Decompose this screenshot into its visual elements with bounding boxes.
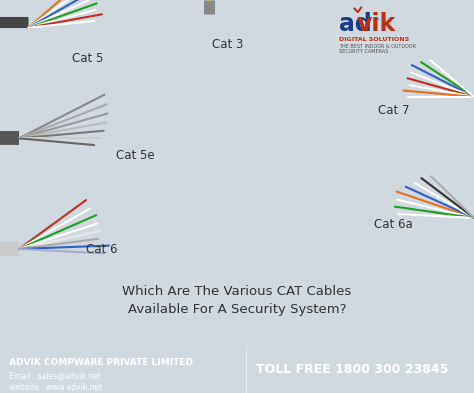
Text: ADVIK COMPWARE PRIVATE LIMITED: ADVIK COMPWARE PRIVATE LIMITED [9, 358, 193, 367]
Text: Cat 5e: Cat 5e [116, 149, 155, 162]
Text: Which Are The Various CAT Cables
Available For A Security System?: Which Are The Various CAT Cables Availab… [122, 285, 352, 316]
Text: website : www.advik.net: website : www.advik.net [9, 383, 103, 392]
Text: TOLL FREE 1800 300 23845: TOLL FREE 1800 300 23845 [256, 363, 448, 376]
Text: Email : sales@advik.net: Email : sales@advik.net [9, 371, 101, 380]
Text: Cat 7: Cat 7 [378, 104, 409, 117]
Text: Cat 3: Cat 3 [212, 39, 243, 51]
Text: SECURITY CAMERAS: SECURITY CAMERAS [339, 50, 388, 54]
Text: Cat 5: Cat 5 [72, 52, 103, 65]
Text: ™: ™ [372, 17, 381, 26]
Text: ad: ad [339, 12, 372, 36]
Text: vik: vik [356, 12, 396, 36]
Text: Cat 6a: Cat 6a [374, 218, 413, 231]
Text: THE BEST INDOOR & OUTDOOR: THE BEST INDOOR & OUTDOOR [339, 44, 416, 49]
Text: DIGITAL SOLUTIONS: DIGITAL SOLUTIONS [339, 37, 409, 42]
Text: Cat 6: Cat 6 [86, 242, 118, 255]
